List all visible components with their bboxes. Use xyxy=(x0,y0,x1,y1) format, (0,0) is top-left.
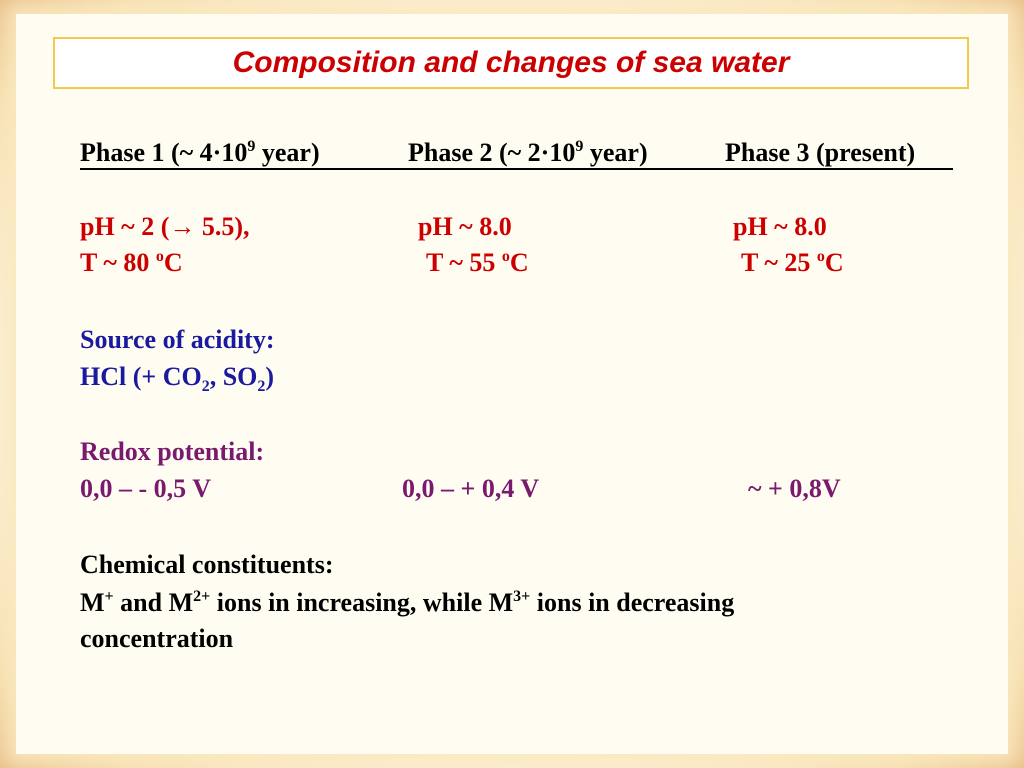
temp-phase-1-value: T ~ 80 xyxy=(80,248,156,277)
acidity-heading: Source of acidity: xyxy=(80,325,275,354)
temp-phase-3-value: T ~ 25 xyxy=(741,248,817,277)
slide-title: Composition and changes of sea water xyxy=(232,46,790,79)
ph-phase-1: pH ~ 2 (→ 5.5), xyxy=(80,212,250,241)
ph-phase-2: pH ~ 8.0 xyxy=(418,212,512,241)
degree-symbol: o xyxy=(501,248,510,265)
redox-heading: Redox potential: xyxy=(80,437,265,466)
temp-phase-2: T ~ 55 oC xyxy=(426,248,529,278)
slide-background xyxy=(16,14,1008,754)
temp-unit: C xyxy=(163,248,183,277)
acidity-subscript: 2 xyxy=(201,378,210,395)
phase-1-suffix: year) xyxy=(255,138,320,167)
constituents-line-2: concentration xyxy=(80,624,234,653)
phase-2-prefix: Phase 2 (~ 2·10 xyxy=(408,138,576,167)
temp-unit: C xyxy=(824,248,844,277)
redox-phase-2: 0,0 – + 0,4 V xyxy=(402,474,540,503)
degree-symbol: o xyxy=(155,248,164,265)
phase-2-header: Phase 2 (~ 2·109 year) xyxy=(408,138,648,168)
redox-phase-1: 0,0 – - 0,5 V xyxy=(80,474,211,503)
constituents-and: and M xyxy=(113,588,194,617)
temp-unit: C xyxy=(509,248,529,277)
acidity-hcl: HCl (+ CO xyxy=(80,362,202,391)
phase-2-suffix: year) xyxy=(583,138,648,167)
acidity-subscript: 2 xyxy=(257,378,266,395)
phase-3-header: Phase 3 (present) xyxy=(725,138,916,167)
title-box: Composition and changes of sea water xyxy=(53,37,969,89)
phase-2-exponent: 9 xyxy=(575,138,584,155)
constituents-mid: ions in increasing, while M xyxy=(210,588,514,617)
constituents-m1: M xyxy=(80,588,105,617)
acidity-close: ) xyxy=(265,362,275,391)
constituents-heading: Chemical constituents: xyxy=(80,550,334,579)
charge-superscript: 3+ xyxy=(513,588,531,605)
charge-superscript: + xyxy=(104,588,114,605)
phase-1-exponent: 9 xyxy=(247,138,256,155)
acidity-formula: HCl (+ CO2, SO2) xyxy=(80,362,275,395)
phase-1-header: Phase 1 (~ 4·109 year) xyxy=(80,138,320,168)
temp-phase-3: T ~ 25 oC xyxy=(741,248,844,278)
charge-superscript: 2+ xyxy=(193,588,211,605)
constituents-line-1: M+ and M2+ ions in increasing, while M3+… xyxy=(80,588,734,618)
redox-phase-3: ~ + 0,8V xyxy=(748,474,841,503)
ph-phase-3: pH ~ 8.0 xyxy=(733,212,827,241)
acidity-so: , SO xyxy=(209,362,258,391)
header-underline xyxy=(80,168,953,170)
phase-1-prefix: Phase 1 (~ 4·10 xyxy=(80,138,248,167)
temp-phase-1: T ~ 80 oC xyxy=(80,248,183,278)
temp-phase-2-value: T ~ 55 xyxy=(426,248,502,277)
constituents-end: ions in decreasing xyxy=(530,588,735,617)
degree-symbol: o xyxy=(816,248,825,265)
